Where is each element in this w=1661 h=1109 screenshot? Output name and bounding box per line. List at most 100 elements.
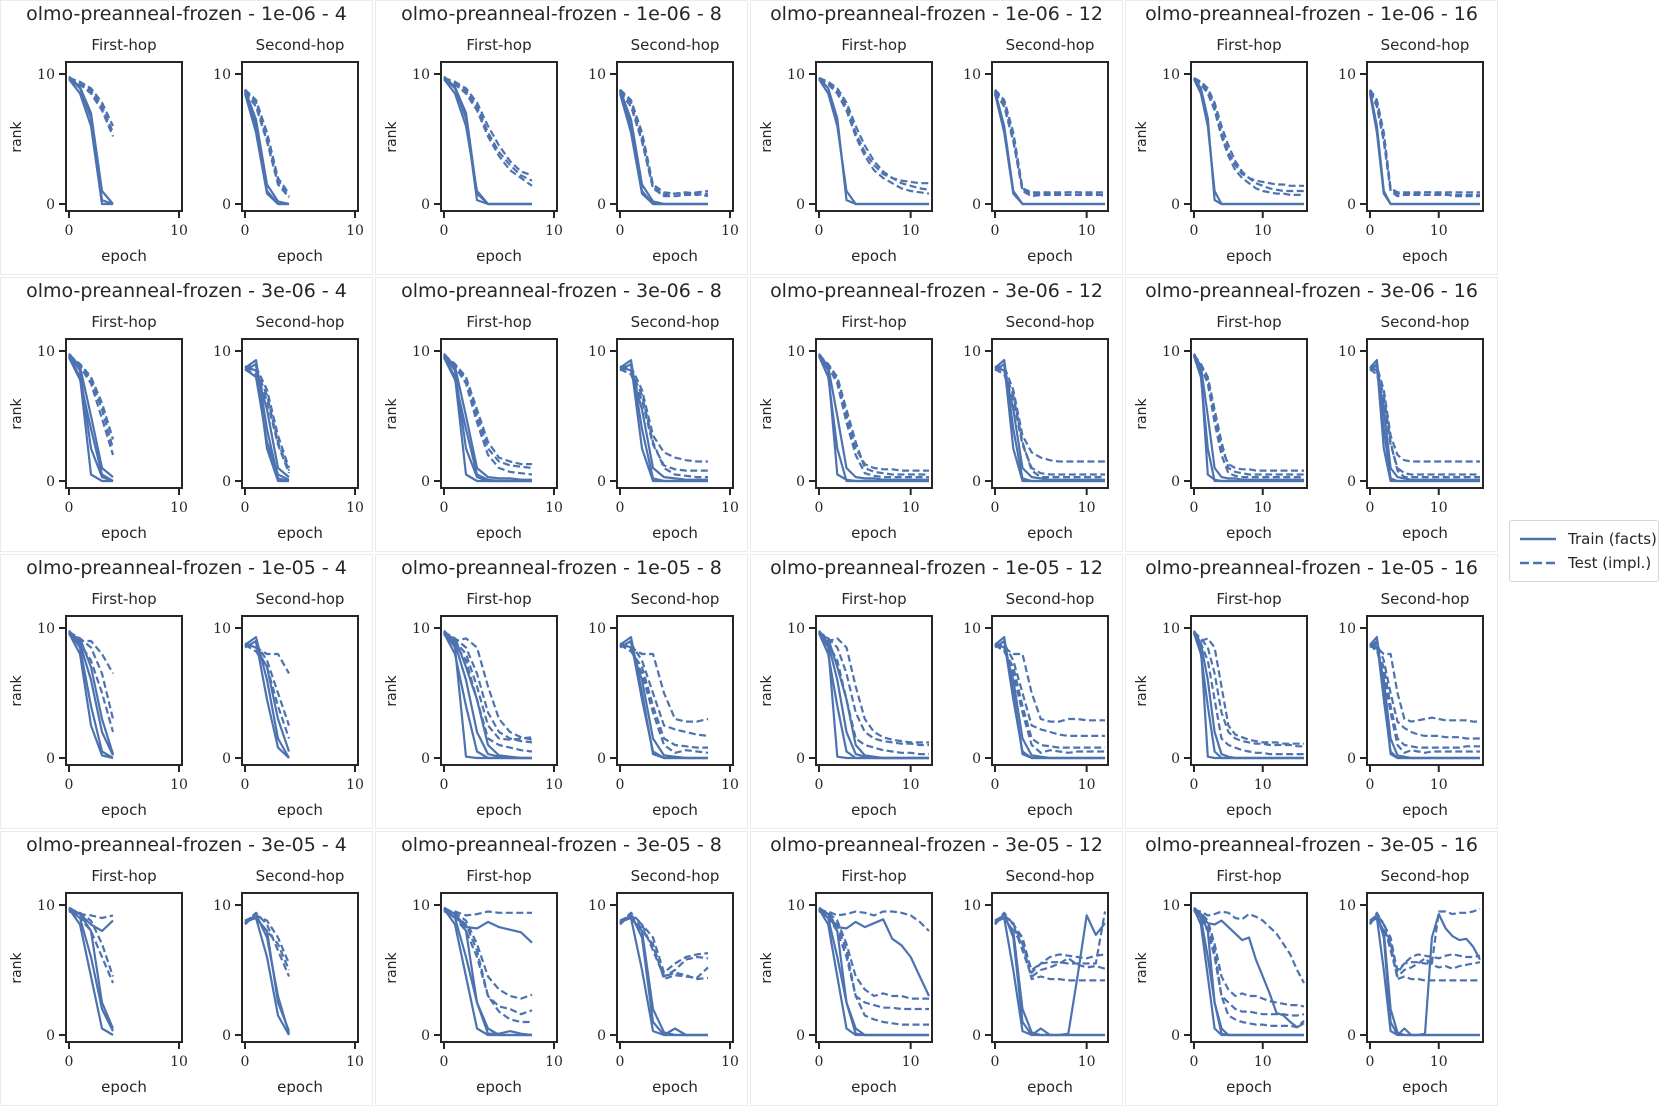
subplot-first-hop: First-hop 0 10 0 10 epoch (1162, 36, 1308, 265)
x-tick-label: 10 (1254, 1054, 1272, 1070)
y-tick-label: 0 (597, 1028, 606, 1044)
y-tick-label: 10 (588, 898, 606, 914)
test-line (1193, 632, 1304, 745)
test-line (443, 78, 533, 182)
x-tick-label: 0 (815, 223, 824, 239)
y-tick-label: 0 (796, 197, 805, 213)
test-line (68, 78, 115, 137)
subplot-title: Second-hop (1006, 36, 1095, 54)
axes-frame (1366, 892, 1484, 1043)
axes-frame (991, 615, 1109, 766)
y-axis-label: rank (9, 397, 25, 429)
train-line (994, 365, 1105, 481)
train-line (619, 642, 708, 760)
test-line (443, 354, 532, 466)
panel-plots: rank First-hop 0 10 0 10 epoch Second-hop 0 10 0 10… (9, 313, 364, 542)
x-tick-label: 0 (440, 223, 449, 239)
axes-frame (440, 615, 558, 766)
panel-plots: rank First-hop 0 10 0 10 epoch Second-hop 0 10 0 10… (759, 867, 1109, 1096)
x-tick-label: 10 (1078, 223, 1096, 239)
y-axis-label: rank (1134, 674, 1150, 706)
y-tick-label: 0 (796, 1028, 805, 1044)
subplot-title: First-hop (466, 867, 531, 885)
test-line (1193, 907, 1305, 1008)
train-line (244, 642, 291, 752)
panel-title: olmo-preanneal-frozen - 1e-05 - 8 (401, 557, 722, 579)
test-line (1193, 909, 1305, 1017)
panel: olmo-preanneal-frozen - 1e-06 - 12 rank Fi… (750, 0, 1123, 275)
y-tick-label: 0 (421, 197, 430, 213)
x-tick-label: 10 (545, 1054, 563, 1070)
y-axis-label: rank (384, 674, 400, 706)
subplot-title: First-hop (841, 313, 906, 331)
x-tick-label: 0 (1190, 223, 1199, 239)
train-line (68, 354, 114, 483)
y-tick-label: 0 (222, 474, 231, 490)
test-line (1193, 632, 1304, 756)
train-line (619, 362, 708, 483)
panel: olmo-preanneal-frozen - 1e-06 - 16 rank Fi… (1125, 0, 1498, 275)
train-line (244, 639, 290, 759)
test-line (1193, 76, 1304, 193)
x-tick-label: 0 (440, 1054, 449, 1070)
x-tick-label: 10 (902, 500, 920, 516)
y-tick-label: 10 (412, 344, 430, 360)
test-line (994, 911, 1107, 972)
x-tick-label: 10 (1254, 777, 1272, 793)
x-tick-label: 10 (346, 223, 364, 239)
test-line (1369, 907, 1481, 972)
panel-title: olmo-preanneal-frozen - 1e-06 - 12 (770, 3, 1103, 25)
panel-plots: rank First-hop 0 10 0 10 epoch Second-hop 0 10 0 10… (759, 313, 1109, 542)
panel: olmo-preanneal-frozen - 1e-05 - 12 rank Fi… (750, 554, 1123, 829)
x-axis-label: epoch (652, 801, 698, 819)
x-axis-label: epoch (1027, 247, 1073, 265)
x-tick-label: 0 (1366, 777, 1375, 793)
y-tick-label: 10 (1338, 898, 1356, 914)
test-line (244, 911, 291, 977)
train-line (68, 75, 114, 205)
x-axis-label: epoch (101, 524, 147, 542)
subplot-title: First-hop (841, 36, 906, 54)
panel-plots: rank First-hop 0 10 0 10 epoch Second-hop 0 10 0 10… (384, 867, 739, 1096)
train-line (443, 75, 532, 206)
test-line (244, 916, 291, 971)
x-axis-label: epoch (1027, 1078, 1073, 1096)
train-line (1369, 642, 1480, 760)
panel-title: olmo-preanneal-frozen - 3e-05 - 16 (1145, 834, 1478, 856)
train-line (1369, 912, 1481, 1037)
x-tick-label: 10 (1430, 223, 1448, 239)
train-line (818, 910, 930, 997)
subplot-title: First-hop (91, 590, 156, 608)
train-line (244, 358, 290, 483)
y-tick-label: 0 (972, 197, 981, 213)
subplot-second-hop: Second-hop 0 10 0 10 epoch (1338, 36, 1484, 265)
x-axis-label: epoch (851, 247, 897, 265)
panel: olmo-preanneal-frozen - 1e-06 - 4 rank Fir… (0, 0, 373, 275)
subplot-second-hop: Second-hop 0 10 0 10 epoch (213, 867, 364, 1096)
subplot-title: Second-hop (1381, 590, 1470, 608)
x-tick-label: 0 (1190, 500, 1199, 516)
test-line (994, 911, 1106, 978)
y-tick-label: 0 (46, 751, 55, 767)
test-line (818, 632, 929, 756)
x-axis-label: epoch (476, 1078, 522, 1096)
subplot-first-hop: First-hop 0 10 0 10 epoch (412, 867, 563, 1096)
y-tick-label: 10 (1338, 344, 1356, 360)
axes-frame (1190, 892, 1308, 1043)
solid-line-swatch-icon (1520, 537, 1556, 541)
test-line (818, 355, 929, 472)
test-line (995, 365, 1105, 463)
test-line (244, 642, 290, 675)
train-line (817, 355, 929, 483)
x-tick-label: 0 (616, 777, 625, 793)
subplot-first-hop: First-hop 0 10 0 10 epoch (787, 313, 933, 542)
x-tick-label: 0 (991, 223, 1000, 239)
x-tick-label: 0 (440, 777, 449, 793)
y-tick-label: 10 (37, 621, 55, 637)
test-line (994, 644, 1105, 749)
axes-frame (65, 61, 183, 212)
subplot-title: First-hop (91, 36, 156, 54)
panel: olmo-preanneal-frozen - 1e-05 - 8 rank Fir… (375, 554, 748, 829)
test-line (68, 909, 114, 920)
test-line (994, 368, 1105, 476)
